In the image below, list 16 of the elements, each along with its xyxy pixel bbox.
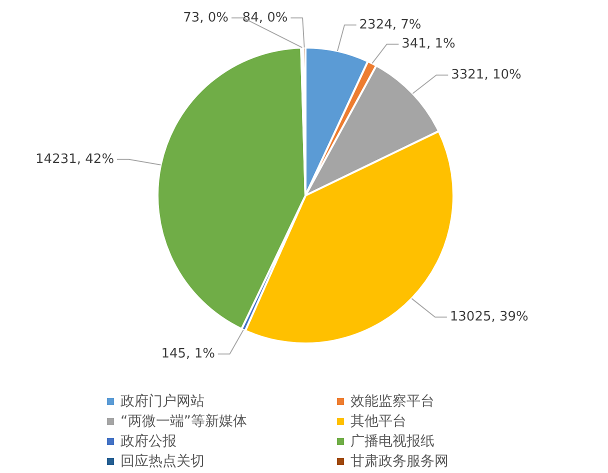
- legend-label: “两微一端”等新媒体: [120, 414, 248, 430]
- legend-label: 回应热点关切: [120, 454, 204, 470]
- legend-label: 其他平台: [350, 414, 406, 430]
- data-label: 14231, 42%: [36, 152, 114, 167]
- legend-label: 甘肃政务服务网: [350, 454, 448, 470]
- data-label: 145, 1%: [161, 346, 215, 362]
- data-label: 3321, 10%: [451, 68, 522, 83]
- legend-label: 广播电视报纸: [350, 434, 434, 450]
- legend-label: 政府门户网站: [120, 394, 204, 410]
- data-label: 84, 0%: [242, 10, 288, 26]
- data-label: 2324, 7%: [359, 17, 422, 32]
- legend-label: 政府公报: [120, 434, 176, 450]
- legend-label: 效能监察平台: [350, 394, 434, 410]
- data-label: 341, 1%: [402, 36, 456, 52]
- data-label: 73, 0%: [183, 10, 229, 26]
- data-label: 13025, 39%: [450, 310, 528, 325]
